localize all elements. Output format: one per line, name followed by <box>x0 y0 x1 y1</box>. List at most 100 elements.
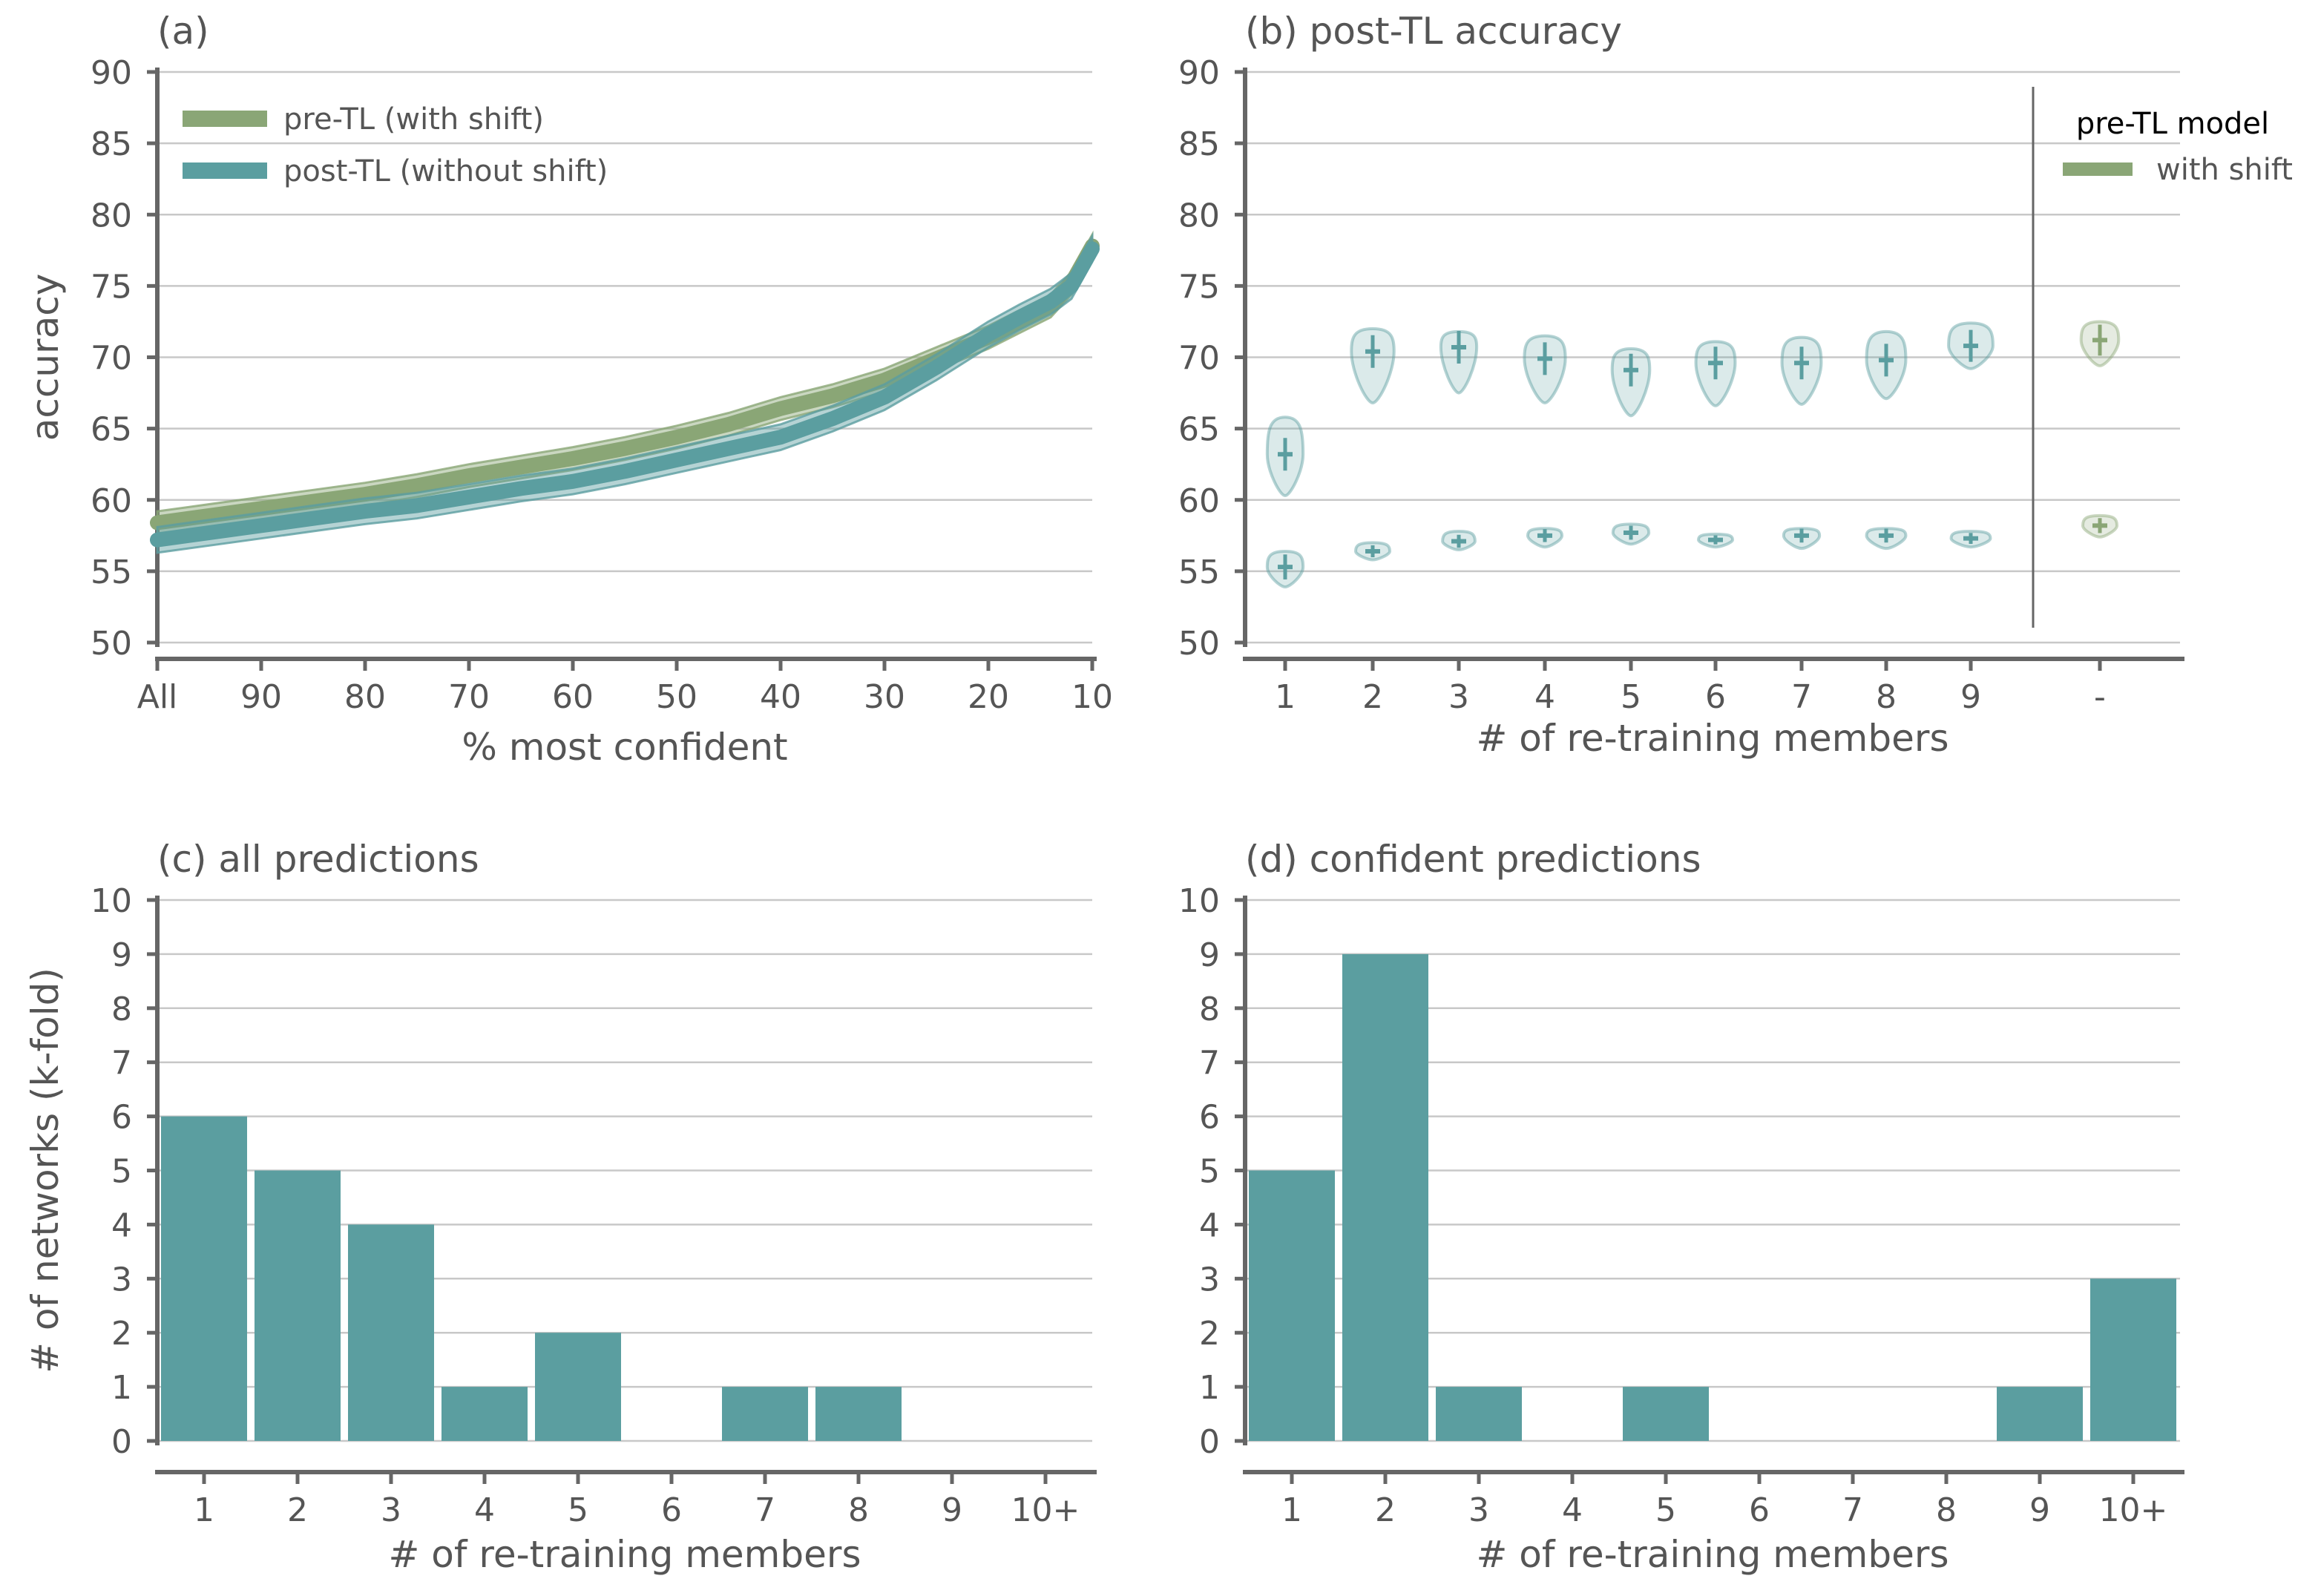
y-tick-label: 65 <box>1178 411 1220 449</box>
x-tick-label: 4 <box>474 1491 495 1529</box>
y-tick-label: 60 <box>91 482 132 520</box>
y-tick-label: 65 <box>91 411 132 449</box>
x-tick-label: 5 <box>1621 678 1641 716</box>
x-tick-label: 3 <box>1448 678 1469 716</box>
y-tick-label: 2 <box>111 1315 132 1353</box>
x-tick-label: 7 <box>1791 678 1812 716</box>
y-tick-label: 50 <box>91 625 132 663</box>
x-tick-label: 9 <box>942 1491 962 1529</box>
bar-2 <box>1342 953 1428 1441</box>
y-tick-label: 4 <box>111 1206 132 1244</box>
panel-c-all-predictions: 0 1 2 3 4 5 6 7 8 9 10 (c) all predictions 1 2 3 4 5 6 7 8 9… <box>24 838 1097 1576</box>
y-tick-label: 80 <box>91 197 132 234</box>
x-tick-label: 3 <box>1468 1491 1489 1529</box>
x-tick-label: 80 <box>344 678 386 716</box>
bar-10+ <box>2090 1278 2176 1441</box>
bar-9 <box>1997 1387 2083 1441</box>
y-tick-label: 90 <box>91 54 132 92</box>
y-tick-label: 3 <box>1199 1261 1220 1298</box>
panel-d-confident-predictions: 0 1 2 3 4 5 6 7 8 9 10 (d) confident predictions 1 2 3… <box>1178 838 2184 1576</box>
x-tick-label: 4 <box>1534 678 1555 716</box>
y-tick-label: 0 <box>111 1423 132 1461</box>
y-tick-label: 85 <box>1178 125 1220 163</box>
x-axis-label: # of re-training members <box>1476 717 1949 760</box>
x-tick-label: 2 <box>1362 678 1383 716</box>
x-tick-label: 6 <box>1749 1491 1770 1529</box>
panel-title: (a) <box>157 10 209 53</box>
x-tick-label: 2 <box>287 1491 308 1529</box>
y-tick-label: 90 <box>1178 54 1220 92</box>
panel-a-accuracy-vs-confidence: 50 55 60 65 70 75 80 85 90 (a) All 90 80 70 60 50 40 30 20… <box>24 10 1113 769</box>
x-axis-label: # of re-training members <box>388 1533 861 1576</box>
x-tick-label: 20 <box>968 678 1009 716</box>
x-tick-label: 2 <box>1375 1491 1396 1529</box>
bar-7 <box>722 1387 808 1441</box>
x-tick-label: 3 <box>381 1491 401 1529</box>
x-axis-label: % most confident <box>462 726 787 769</box>
x-tick-label: 60 <box>552 678 594 716</box>
x-tick-label: 40 <box>760 678 801 716</box>
bar-5 <box>535 1333 621 1441</box>
y-tick-label: 5 <box>1199 1153 1220 1191</box>
y-tick-label: 50 <box>1178 625 1220 663</box>
x-tick-label: 10+ <box>2099 1491 2168 1529</box>
legend-label: pre-TL (with shift) <box>283 102 544 137</box>
x-tick-label: All <box>137 678 178 716</box>
y-tick-label: 2 <box>1199 1315 1220 1353</box>
y-tick-label: 10 <box>91 882 132 920</box>
legend-title: pre-TL model <box>2076 107 2269 141</box>
x-tick-label: 6 <box>661 1491 682 1529</box>
y-tick-label: 85 <box>91 125 132 163</box>
y-axis-label: # of networks (k-fold) <box>24 968 67 1373</box>
y-tick-label: 5 <box>111 1153 132 1191</box>
x-tick-label: 10 <box>1071 678 1113 716</box>
y-axis-label: accuracy <box>24 274 67 441</box>
x-tick-label: 8 <box>848 1491 869 1529</box>
x-tick-label: 8 <box>1876 678 1897 716</box>
y-tick-label: 75 <box>91 268 132 306</box>
y-tick-label: 6 <box>1199 1099 1220 1137</box>
y-tick-label: 7 <box>1199 1045 1220 1083</box>
y-tick-label: 80 <box>1178 197 1220 234</box>
y-tick-label: 4 <box>1199 1206 1220 1244</box>
panel-title: (b) post-TL accuracy <box>1245 10 1622 53</box>
bar-1 <box>161 1116 247 1441</box>
bar-1 <box>1249 1170 1335 1441</box>
y-tick-label: 0 <box>1199 1423 1220 1461</box>
y-tick-label: 6 <box>111 1099 132 1137</box>
x-tick-label: 70 <box>448 678 490 716</box>
series-band-pre-tl <box>156 230 1094 536</box>
y-tick-label: 70 <box>91 340 132 378</box>
x-tick-label: 4 <box>1562 1491 1583 1529</box>
bar-2 <box>255 1170 341 1441</box>
y-tick-label: 75 <box>1178 268 1220 306</box>
x-tick-label: 1 <box>1275 678 1296 716</box>
y-tick-label: 3 <box>111 1261 132 1298</box>
legend-label: post-TL (without shift) <box>283 154 608 188</box>
y-tick-label: 8 <box>111 991 132 1028</box>
x-tick-label: 9 <box>1960 678 1981 716</box>
y-tick-label: 60 <box>1178 482 1220 520</box>
panel-title: (c) all predictions <box>157 838 479 881</box>
x-tick-label: 50 <box>656 678 697 716</box>
bar-4 <box>441 1387 528 1441</box>
y-tick-label: 10 <box>1178 882 1220 920</box>
bar-5 <box>1623 1387 1709 1441</box>
bar-3 <box>1436 1387 1522 1441</box>
y-tick-label: 9 <box>111 936 132 974</box>
x-tick-label: 7 <box>755 1491 775 1529</box>
y-tick-label: 55 <box>91 554 132 591</box>
y-tick-label: 1 <box>1199 1369 1220 1407</box>
x-tick-label: - <box>2094 678 2106 716</box>
x-tick-label: 9 <box>2029 1491 2050 1529</box>
y-tick-label: 7 <box>111 1045 132 1083</box>
x-tick-label: 8 <box>1936 1491 1957 1529</box>
x-tick-label: 5 <box>568 1491 588 1529</box>
series-line-post-tl <box>150 241 1100 548</box>
y-tick-label: 55 <box>1178 554 1220 591</box>
x-tick-label: 5 <box>1655 1491 1676 1529</box>
x-tick-label: 10+ <box>1011 1491 1080 1529</box>
bar-3 <box>348 1224 434 1441</box>
